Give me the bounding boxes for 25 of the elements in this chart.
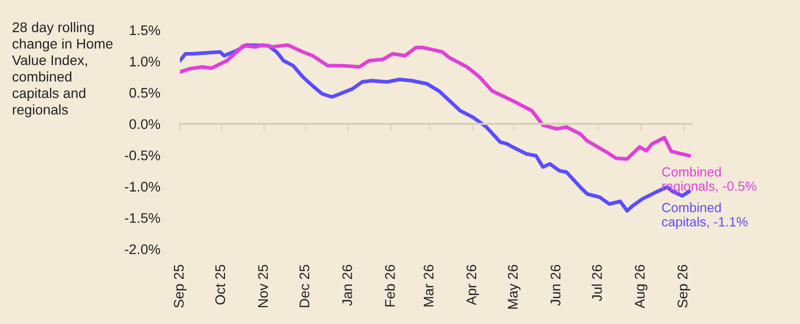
x-tick-label: Nov 25: [258, 264, 268, 308]
x-tick-label: Jul 26: [592, 264, 602, 302]
y-tick-label: -2.0%: [124, 244, 160, 254]
x-tick-label: Feb 26: [384, 264, 395, 306]
y-tick-label: 0.0%: [129, 119, 160, 130]
y-tick-label: 1.5%: [130, 25, 160, 36]
x-tick-label: May 26: [508, 264, 520, 309]
line-series: [180, 43, 692, 161]
y-tick-label: -1.0%: [124, 182, 160, 192]
x-tick-label: Sep 26: [678, 264, 690, 308]
series-label: Combined capitals, -1.1%: [662, 202, 748, 230]
y-tick-label: -1.5%: [124, 213, 160, 223]
x-tick-label: Aug 26: [634, 264, 648, 308]
y-tick-label: 1.0%: [130, 56, 160, 66]
y-tick-label: 0.5%: [129, 88, 160, 98]
series-label: Combined regionals, -0.5%: [662, 166, 756, 194]
y-tick-label: -0.5%: [124, 150, 160, 160]
x-tick-label: Mar 26: [424, 264, 434, 306]
x-tick-label: Jun 26: [550, 264, 560, 306]
x-tick-label: Apr 26: [466, 264, 480, 306]
x-tick-label: Oct 25: [215, 264, 226, 305]
x-tick-label: Jan 26: [342, 264, 352, 306]
x-tick-label: Dec 25: [299, 264, 310, 308]
text: 28 day rolling change in Home Value Index, combined capitals and regionals: [12, 22, 113, 118]
x-tick-label: Sep 25: [174, 264, 186, 308]
